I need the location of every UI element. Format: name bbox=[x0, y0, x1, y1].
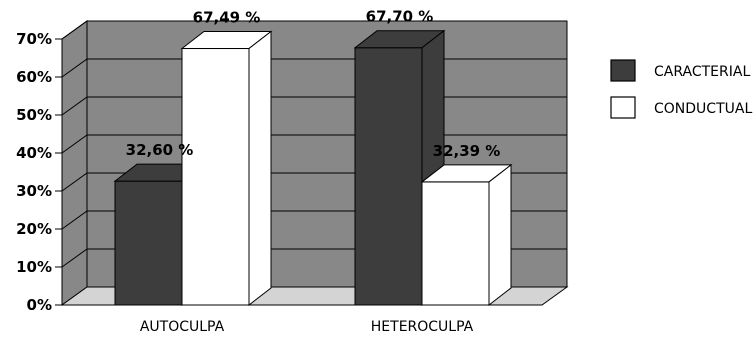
bar-heteroculpa-caracterial bbox=[353, 29, 446, 307]
bar-front bbox=[354, 47, 423, 306]
bar-heteroculpa-conductual bbox=[420, 163, 513, 307]
y-tick-label: 20% bbox=[16, 220, 52, 238]
y-tick-label: 30% bbox=[16, 182, 52, 200]
legend-swatch bbox=[610, 59, 636, 82]
data-label: 67,70 % bbox=[366, 8, 434, 26]
x-axis-categories: AUTOCULPA HETEROCULPA bbox=[140, 319, 474, 335]
bar-front bbox=[421, 181, 490, 306]
legend-swatch bbox=[610, 96, 636, 119]
bar-autoculpa-conductual bbox=[180, 30, 273, 307]
y-tick-label: 10% bbox=[16, 258, 52, 276]
y-tick-label: 0% bbox=[27, 296, 52, 314]
legend-item-caracterial: CARACTERIAL bbox=[610, 59, 750, 82]
y-tick-label: 50% bbox=[16, 106, 52, 124]
legend-label: CONDUCTUAL bbox=[654, 101, 752, 117]
bar-side bbox=[488, 163, 512, 307]
data-label: 32,39 % bbox=[433, 142, 501, 160]
bar-side bbox=[248, 30, 272, 307]
category-label: HETEROCULPA bbox=[371, 319, 474, 335]
gridline bbox=[61, 20, 567, 40]
legend-label: CARACTERIAL bbox=[654, 64, 750, 80]
side-wall bbox=[61, 20, 88, 306]
legend: CARACTERIAL CONDUCTUAL bbox=[610, 59, 752, 119]
y-tick-label: 70% bbox=[16, 30, 52, 48]
category-label: AUTOCULPA bbox=[140, 319, 225, 335]
data-labels: 32,60 % 67,49 % 67,70 % 32,39 % bbox=[126, 8, 501, 160]
data-label: 67,49 % bbox=[193, 9, 261, 27]
y-axis: 0% 10% 20% 30% 40% 50% 60% 70% bbox=[16, 30, 63, 314]
bars bbox=[113, 29, 513, 307]
bar-front bbox=[181, 48, 250, 306]
y-tick-label: 40% bbox=[16, 144, 52, 162]
legend-item-conductual: CONDUCTUAL bbox=[610, 96, 752, 119]
bar-front bbox=[114, 180, 183, 306]
y-tick-label: 60% bbox=[16, 68, 52, 86]
data-label: 32,60 % bbox=[126, 141, 194, 159]
